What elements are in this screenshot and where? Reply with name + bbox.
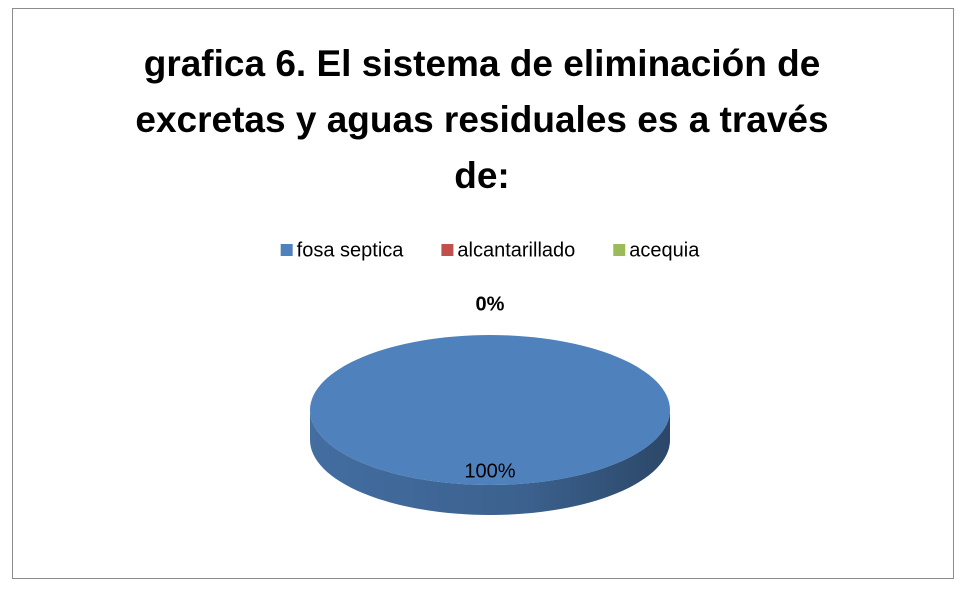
legend-swatch (613, 244, 626, 256)
legend-label: alcantarillado (457, 239, 575, 261)
pie-top (310, 335, 670, 485)
pie-slice (310, 335, 670, 515)
legend-swatch (280, 244, 293, 256)
legend-swatch (441, 244, 454, 256)
pie-side-shade (310, 410, 670, 515)
legend-label: fosa septica (297, 239, 405, 261)
chart-frame (12, 8, 954, 579)
data-label: 100% (464, 461, 515, 483)
chart-title: grafica 6. El sistema de eliminación de … (135, 43, 829, 196)
legend-label: acequia (629, 239, 700, 261)
data-label: 0% (476, 293, 505, 315)
